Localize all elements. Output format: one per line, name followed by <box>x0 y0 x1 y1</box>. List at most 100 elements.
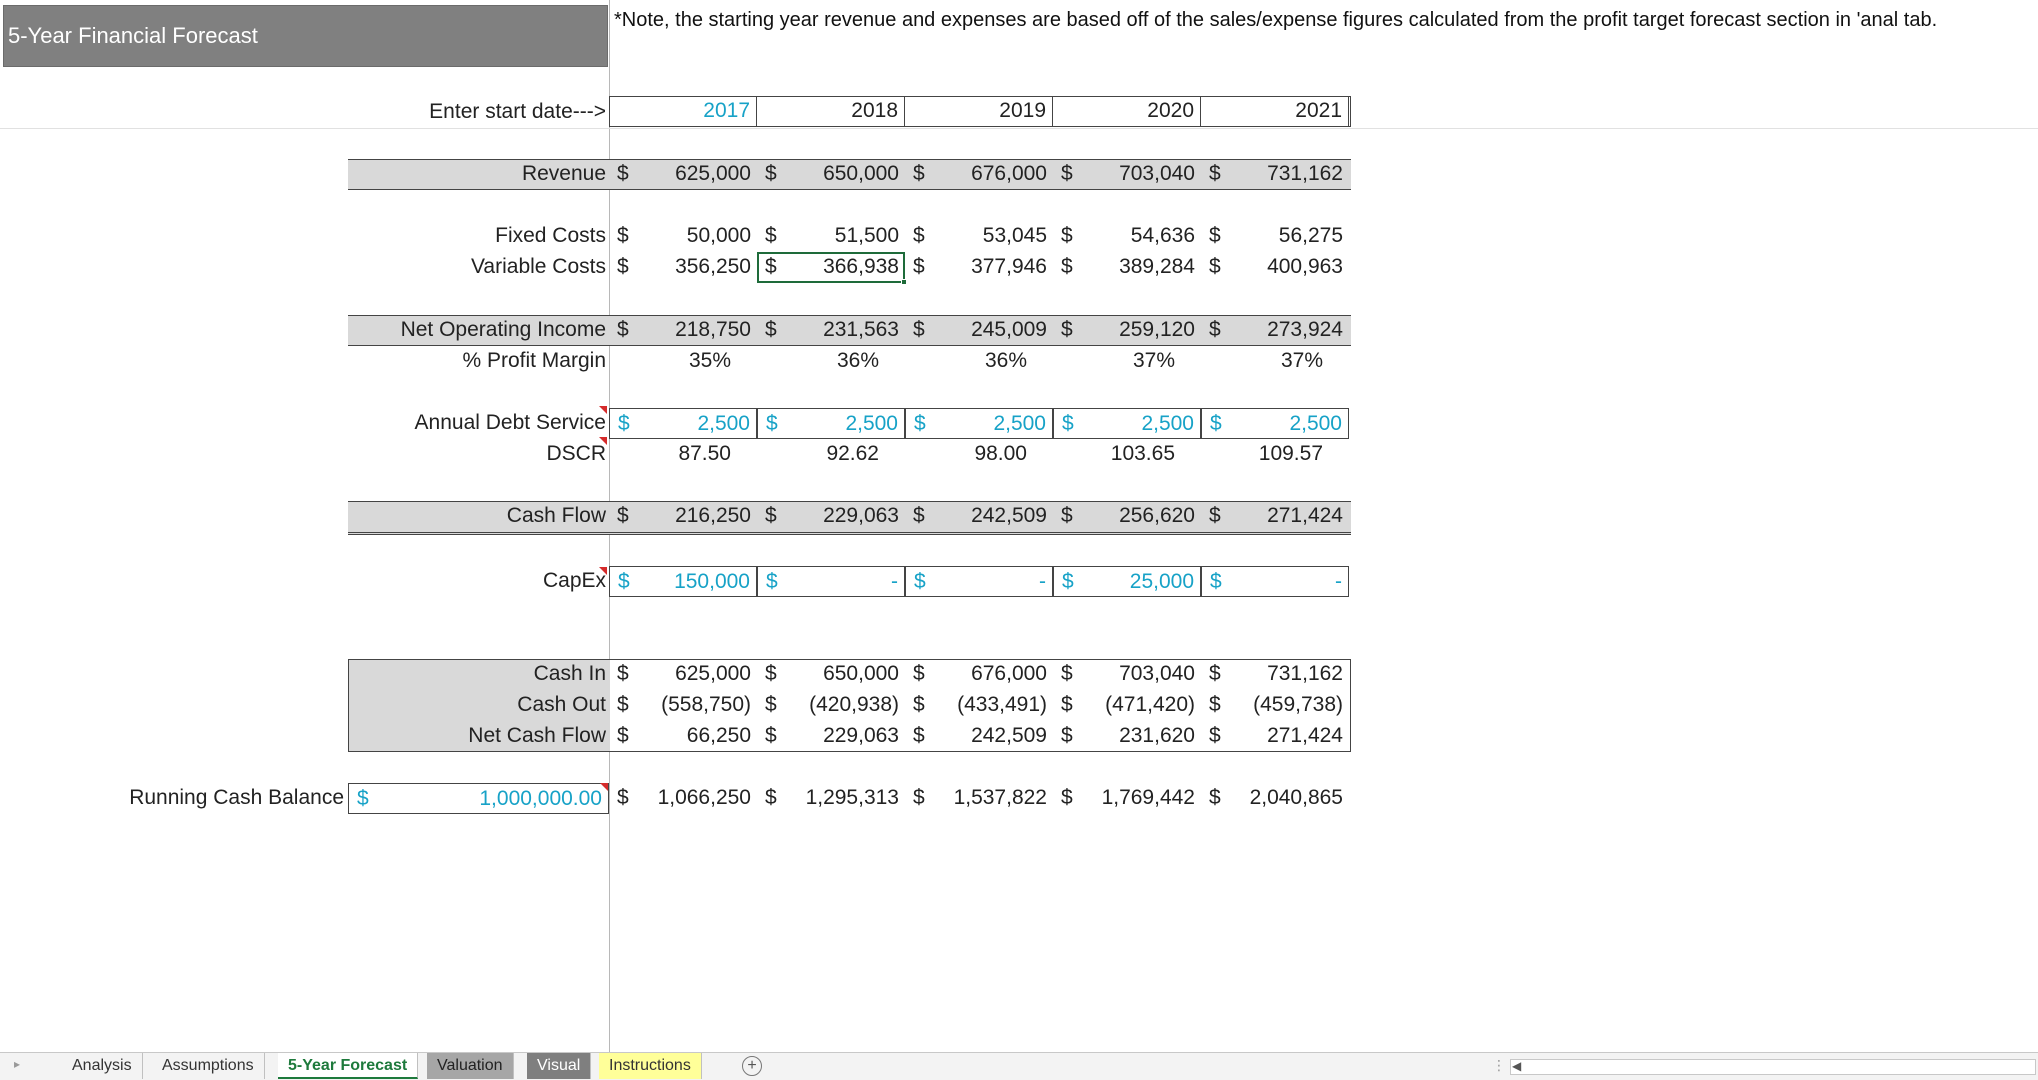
debt-service-cell-3[interactable]: $2,500 <box>905 408 1053 439</box>
cash-in-cell-1[interactable]: $625,000 <box>609 659 757 690</box>
fixed-costs-cell-5[interactable]: $56,275 <box>1201 221 1349 252</box>
spreadsheet-grid[interactable]: 5-Year Financial Forecast *Note, the sta… <box>0 0 2038 1052</box>
debt-service-cell-2[interactable]: $2,500 <box>757 408 905 439</box>
revenue-cell-5[interactable]: $731,162 <box>1201 159 1349 190</box>
dscr-cell-3[interactable]: 98.00 <box>905 439 1053 470</box>
variable-costs-cell-2[interactable]: $366,938 <box>757 252 905 283</box>
dscr-cell-2[interactable]: 92.62 <box>757 439 905 470</box>
dscr-cell-1[interactable]: 87.50 <box>609 439 757 470</box>
tab-scroll-left-icon[interactable]: ▸ <box>14 1057 21 1071</box>
year-cell-4[interactable]: 2020 <box>1053 96 1201 127</box>
capex-cell-value: - <box>1039 570 1046 593</box>
net-cash-flow-cell-4[interactable]: $231,620 <box>1053 721 1201 752</box>
cash-out-cell-4[interactable]: $ (471,420) <box>1053 690 1201 721</box>
cash-flow-cell-4[interactable]: $256,620 <box>1053 501 1201 532</box>
net-cash-flow-cell-2[interactable]: $229,063 <box>757 721 905 752</box>
comment-indicator[interactable] <box>600 783 608 791</box>
sheet-title-cell[interactable]: 5-Year Financial Forecast <box>3 5 608 67</box>
revenue-cell-2[interactable]: $650,000 <box>757 159 905 190</box>
fill-handle[interactable] <box>901 279 907 285</box>
noi-cell-1[interactable]: $218,750 <box>609 315 757 346</box>
tab-5-year-forecast[interactable]: 5-Year Forecast <box>278 1053 419 1079</box>
cash-flow-cell-5[interactable]: $271,424 <box>1201 501 1349 532</box>
fixed-costs-cell-1[interactable]: $50,000 <box>609 221 757 252</box>
splitter-handle-icon[interactable]: ⋮ <box>1492 1057 1506 1073</box>
cash-out-cell-2[interactable]: $ (420,938) <box>757 690 905 721</box>
revenue-cell-1[interactable]: $625,000 <box>609 159 757 190</box>
capex-cell-3[interactable]: $ - <box>905 566 1053 597</box>
cash-out-cell-5[interactable]: $ (459,738) <box>1201 690 1349 721</box>
tab-instructions[interactable]: Instructions <box>599 1053 702 1079</box>
running-balance-cell-3[interactable]: $1,537,822 <box>905 783 1053 814</box>
variable-costs-cell-4[interactable]: $389,284 <box>1053 252 1201 283</box>
running-balance-cell-4[interactable]: $1,769,442 <box>1053 783 1201 814</box>
net-cash-flow-cell-value: 229,063 <box>823 724 899 747</box>
cash-in-cell-5[interactable]: $731,162 <box>1201 659 1349 690</box>
currency-symbol: $ <box>914 570 926 593</box>
currency-symbol: $ <box>618 570 630 593</box>
comment-indicator[interactable] <box>599 437 607 445</box>
dscr-cell-value: 109.57 <box>1258 442 1323 465</box>
tab-valuation[interactable]: Valuation <box>427 1053 514 1079</box>
dscr-cell-5[interactable]: 109.57 <box>1201 439 1349 470</box>
horizontal-scrollbar[interactable] <box>1510 1059 2036 1075</box>
cash-out-cell-1[interactable]: $ (558,750) <box>609 690 757 721</box>
profit-margin-cell-4[interactable]: 37% <box>1053 346 1201 377</box>
profit-margin-cell-1[interactable]: 35% <box>609 346 757 377</box>
debt-service-cell-5[interactable]: $2,500 <box>1201 408 1349 439</box>
capex-cell-4[interactable]: $25,000 <box>1053 566 1201 597</box>
fixed-costs-cell-2[interactable]: $51,500 <box>757 221 905 252</box>
currency-symbol: $ <box>618 412 630 435</box>
profit-margin-cell-2[interactable]: 36% <box>757 346 905 377</box>
capex-cell-1[interactable]: $150,000 <box>609 566 757 597</box>
debt-service-cell-4[interactable]: $2,500 <box>1053 408 1201 439</box>
scroll-left-icon[interactable]: ◀ <box>1512 1059 1522 1073</box>
cash-in-cell-2[interactable]: $650,000 <box>757 659 905 690</box>
tab-assumptions[interactable]: Assumptions <box>152 1053 265 1079</box>
net-cash-flow-cell-1[interactable]: $66,250 <box>609 721 757 752</box>
running-balance-cell-value: 1,066,250 <box>657 786 751 809</box>
comment-indicator[interactable] <box>599 406 607 414</box>
fixed-costs-cell-3[interactable]: $53,045 <box>905 221 1053 252</box>
year-cell-2[interactable]: 2018 <box>757 96 905 127</box>
currency-symbol: $ <box>913 724 925 747</box>
tab-visual[interactable]: Visual <box>527 1053 592 1079</box>
currency-symbol: $ <box>913 693 925 716</box>
revenue-cell-4[interactable]: $703,040 <box>1053 159 1201 190</box>
year-cell-3[interactable]: 2019 <box>905 96 1053 127</box>
running-balance-cell-2[interactable]: $1,295,313 <box>757 783 905 814</box>
cash-flow-cell-2[interactable]: $229,063 <box>757 501 905 532</box>
dscr-cell-4[interactable]: 103.65 <box>1053 439 1201 470</box>
note-cell[interactable]: *Note, the starting year revenue and exp… <box>614 9 1938 31</box>
fixed-costs-cell-4[interactable]: $54,636 <box>1053 221 1201 252</box>
cash-flow-cell-3[interactable]: $242,509 <box>905 501 1053 532</box>
variable-costs-cell-5[interactable]: $400,963 <box>1201 252 1349 283</box>
net-cash-flow-cell-5[interactable]: $271,424 <box>1201 721 1349 752</box>
variable-costs-cell-3[interactable]: $377,946 <box>905 252 1053 283</box>
year-cell-5[interactable]: 2021 <box>1201 96 1349 127</box>
net-cash-flow-cell-3[interactable]: $242,509 <box>905 721 1053 752</box>
noi-cell-5[interactable]: $273,924 <box>1201 315 1349 346</box>
revenue-cell-3[interactable]: $676,000 <box>905 159 1053 190</box>
starting-balance-input[interactable]: $ 1,000,000.00 <box>348 783 609 814</box>
running-balance-cell-1[interactable]: $1,066,250 <box>609 783 757 814</box>
cash-flow-label: Cash Flow <box>506 504 606 527</box>
profit-margin-cell-3[interactable]: 36% <box>905 346 1053 377</box>
debt-service-cell-1[interactable]: $2,500 <box>609 408 757 439</box>
year-cell-1[interactable]: 2017 <box>609 96 757 127</box>
running-balance-cell-5[interactable]: $2,040,865 <box>1201 783 1349 814</box>
noi-cell-4[interactable]: $259,120 <box>1053 315 1201 346</box>
cash-in-cell-4[interactable]: $703,040 <box>1053 659 1201 690</box>
variable-costs-cell-1[interactable]: $356,250 <box>609 252 757 283</box>
capex-cell-2[interactable]: $ - <box>757 566 905 597</box>
tab-analysis[interactable]: Analysis <box>62 1053 143 1079</box>
capex-cell-5[interactable]: $ - <box>1201 566 1349 597</box>
cash-out-cell-3[interactable]: $ (433,491) <box>905 690 1053 721</box>
noi-cell-2[interactable]: $231,563 <box>757 315 905 346</box>
add-sheet-icon[interactable]: + <box>742 1056 762 1076</box>
cash-flow-cell-1[interactable]: $216,250 <box>609 501 757 532</box>
cash-in-cell-3[interactable]: $676,000 <box>905 659 1053 690</box>
comment-indicator[interactable] <box>599 567 607 575</box>
profit-margin-cell-5[interactable]: 37% <box>1201 346 1349 377</box>
noi-cell-3[interactable]: $245,009 <box>905 315 1053 346</box>
